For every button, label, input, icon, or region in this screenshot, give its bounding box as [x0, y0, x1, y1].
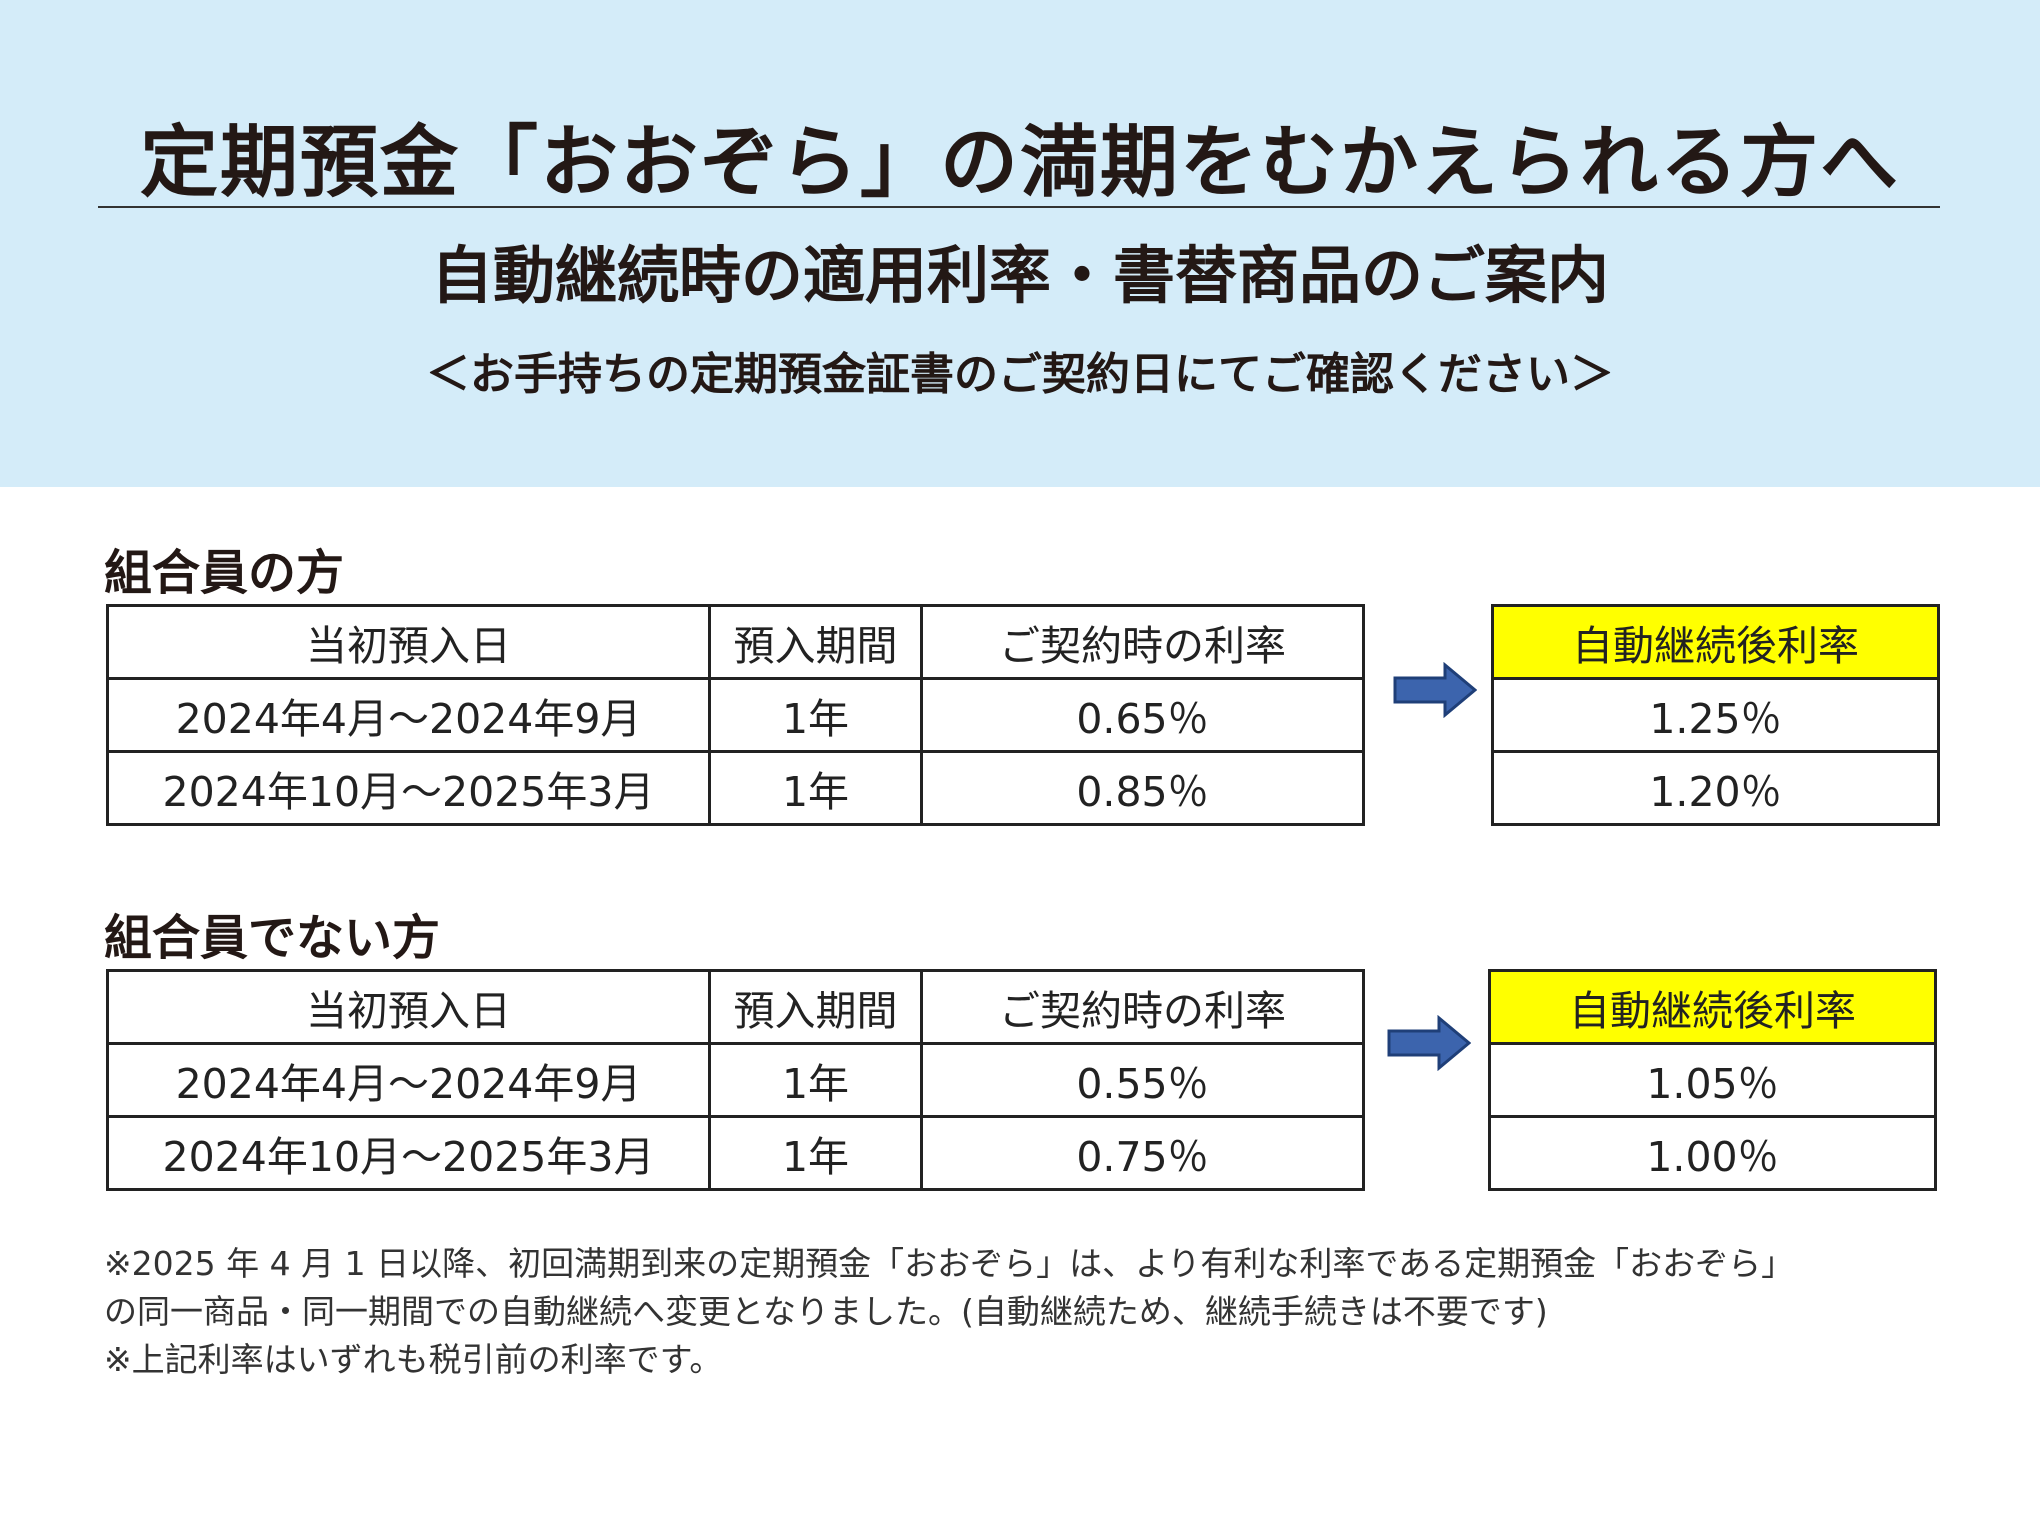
table-row: 1.20％	[1491, 750, 1940, 826]
right-arrow-icon	[1387, 1015, 1471, 1071]
table-cell: 0.75％	[920, 1115, 1365, 1191]
table-cell: 1年	[708, 1042, 923, 1118]
table-row: 2024年10月～2025年3月 1年 0.75％	[106, 1115, 1365, 1191]
table-header-row: 自動継続後利率	[1488, 969, 1937, 1045]
table-row: 2024年4月～2024年9月 1年 0.55％	[106, 1042, 1365, 1118]
table-row: 2024年4月～2024年9月 1年 0.65％	[106, 677, 1365, 753]
renewal-rate-table-non-members: 自動継続後利率 1.05％ 1.00％	[1488, 969, 1937, 1191]
section-heading-members: 組合員の方	[104, 545, 345, 601]
renewal-rate-cell: 1.05％	[1488, 1042, 1937, 1118]
column-header: 当初預入日	[106, 604, 711, 680]
column-header: ご契約時の利率	[920, 969, 1365, 1045]
column-header: 当初預入日	[106, 969, 711, 1045]
renewal-rate-cell: 1.00％	[1488, 1115, 1937, 1191]
table-row: 1.25％	[1491, 677, 1940, 753]
column-header: ご契約時の利率	[920, 604, 1365, 680]
table-row: 2024年10月～2025年3月 1年 0.85％	[106, 750, 1365, 826]
title-divider	[98, 206, 1940, 208]
footnote-line: ※上記利率はいずれも税引前の利率です。	[104, 1340, 723, 1379]
renewal-rate-header: 自動継続後利率	[1491, 604, 1940, 680]
table-cell: 0.65％	[920, 677, 1365, 753]
table-cell: 0.85％	[920, 750, 1365, 826]
column-header: 預入期間	[708, 969, 923, 1045]
table-cell: 2024年4月～2024年9月	[106, 1042, 711, 1118]
table-row: 1.05％	[1488, 1042, 1937, 1118]
table-row: 1.00％	[1488, 1115, 1937, 1191]
section-heading-non-members: 組合員でない方	[104, 910, 441, 966]
table-cell: 1年	[708, 1115, 923, 1191]
page-subtitle: 自動継続時の適用利率・書替商品のご案内	[430, 239, 1609, 312]
renewal-rate-cell: 1.25％	[1491, 677, 1940, 753]
table-cell: 1年	[708, 677, 923, 753]
contract-rate-table-members: 当初預入日 預入期間 ご契約時の利率 2024年4月～2024年9月 1年 0.…	[106, 604, 1365, 826]
header-band	[0, 0, 2040, 487]
page-title: 定期預金「おおぞら」の満期をむかえられる方へ	[139, 118, 1900, 208]
renewal-rate-cell: 1.20％	[1491, 750, 1940, 826]
table-cell: 2024年10月～2025年3月	[106, 750, 711, 826]
table-header-row: 当初預入日 預入期間 ご契約時の利率	[106, 604, 1365, 680]
renewal-rate-header: 自動継続後利率	[1488, 969, 1937, 1045]
footnotes: ※2025 年 4 月 1 日以降、初回満期到来の定期預金「おおぞら」は、より有…	[104, 1240, 1954, 1384]
table-cell: 1年	[708, 750, 923, 826]
table-header-row: 自動継続後利率	[1491, 604, 1940, 680]
column-header: 預入期間	[708, 604, 923, 680]
confirmation-note: ＜お手持ちの定期預金証書のご契約日にてご確認ください＞	[426, 349, 1614, 400]
contract-rate-table-non-members: 当初預入日 預入期間 ご契約時の利率 2024年4月～2024年9月 1年 0.…	[106, 969, 1365, 1191]
footnote-line: の同一商品・同一期間での自動継続へ変更となりました。(自動継続ため、継続手続きは…	[104, 1292, 1548, 1331]
table-cell: 2024年10月～2025年3月	[106, 1115, 711, 1191]
renewal-rate-table-members: 自動継続後利率 1.25％ 1.20％	[1491, 604, 1940, 826]
footnote-line: ※2025 年 4 月 1 日以降、初回満期到来の定期預金「おおぞら」は、より有…	[104, 1244, 1795, 1283]
right-arrow-icon	[1393, 662, 1477, 718]
table-cell: 0.55％	[920, 1042, 1365, 1118]
table-cell: 2024年4月～2024年9月	[106, 677, 711, 753]
table-header-row: 当初預入日 預入期間 ご契約時の利率	[106, 969, 1365, 1045]
